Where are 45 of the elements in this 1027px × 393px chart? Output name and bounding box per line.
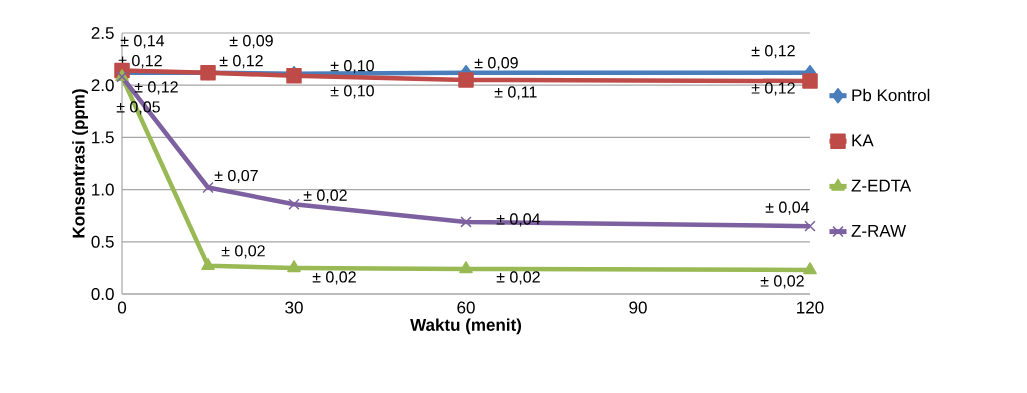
annotation: ± 0,04 [765,201,810,215]
x-tick-label: 30 [285,301,303,314]
annotation: ± 0,14 [120,35,165,49]
point [802,73,818,89]
annotation: ± 0,11 [494,86,537,100]
annotation: ± 0,02 [760,275,804,289]
annotation: ± 0,12 [751,45,795,59]
annotation: ± 0,09 [474,57,518,71]
point [287,260,301,273]
annotation: ± 0,07 [214,169,258,184]
legend-label: Pb Kontrol [852,88,930,102]
annotation: ± 0,04 [496,213,541,227]
point [804,220,816,232]
legend-label: Z-EDTA [851,179,912,192]
point [459,261,473,274]
x-tick-label: 90 [629,301,647,314]
annotation: ± 0,02 [221,245,265,259]
y-tick-label: 1.0 [92,183,114,196]
y-tick-label: 0.0 [91,287,114,301]
x-tick-label: 60 [457,301,475,314]
annotation: ± 0,10 [330,85,374,99]
point [288,198,300,210]
annotation: ± 0,02 [312,271,356,285]
x-tick-label: 120 [797,301,824,314]
y-tick-label: 2.0 [91,79,114,92]
legend-label: Z-RAW [851,224,907,237]
y-tick-label: 2.5 [91,26,114,40]
point [201,258,215,271]
legend-label: KA [852,134,874,147]
y-tick-label: 1.5 [92,131,114,144]
point [202,181,214,194]
annotation: ± 0,12 [219,55,263,69]
x-tick-label: 0 [117,301,127,314]
point [803,262,817,275]
annotation: ± 0,12 [134,81,178,95]
y-axis-title: Konsentrasi (ppm) [72,89,88,238]
annotation: ± 0,09 [229,35,273,49]
point [458,72,474,88]
annotation: ± 0,12 [751,82,795,96]
annotation: ± 0,10 [330,60,374,74]
y-tick-label: 0.5 [91,235,114,248]
annotation: ± 0,02 [303,189,347,203]
point [460,216,472,228]
x-axis-title: Waktu (menit) [410,318,522,335]
annotation: ± 0,02 [496,271,540,285]
